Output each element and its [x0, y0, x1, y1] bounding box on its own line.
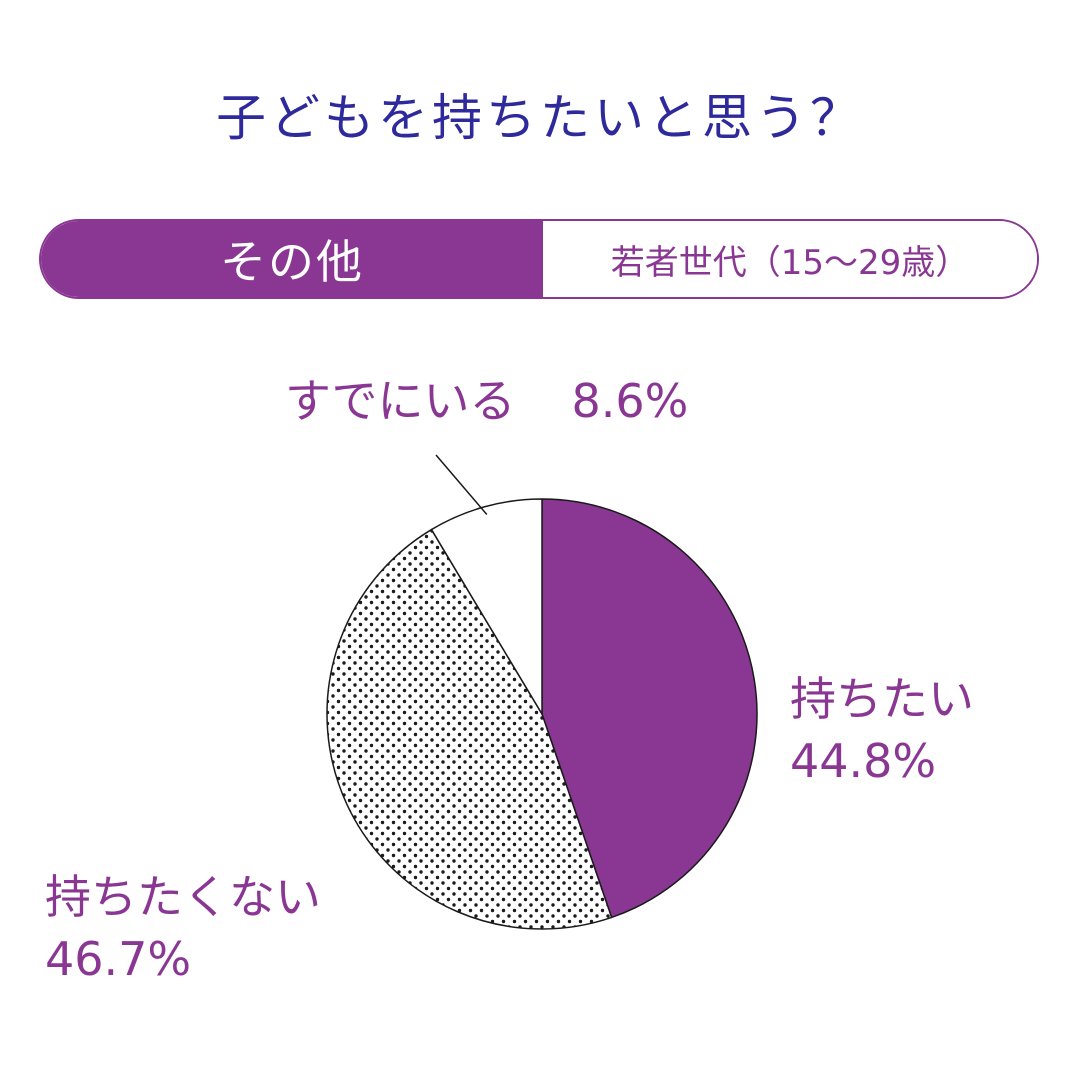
slice-label-want-value: 44.8%: [790, 734, 937, 789]
slice-label-already-have-value: 8.6%: [571, 374, 689, 428]
tab-youth[interactable]: 若者世代（15～29歳）: [543, 221, 1037, 297]
tab-bar: その他 若者世代（15～29歳）: [39, 219, 1039, 299]
slice-label-already-have: すでにいる 8.6%: [285, 370, 688, 432]
pie-slice-already-have: [430, 498, 543, 715]
pie-slice-dont-want: [326, 528, 613, 930]
pie-slices: [326, 498, 758, 930]
slice-label-dont-want-value: 46.7%: [45, 932, 192, 987]
leader-line-already-have: [435, 454, 488, 515]
slice-label-want-name: 持ちたい: [790, 672, 974, 726]
slice-label-dont-want: 持ちたくない 46.7%: [45, 866, 321, 990]
slice-label-dont-want-name: 持ちたくない: [45, 870, 321, 924]
slice-label-already-have-name: すでにいる: [285, 374, 516, 428]
pie-slice-want: [541, 498, 758, 919]
slice-label-want: 持ちたい 44.8%: [790, 668, 974, 792]
tab-other[interactable]: その他: [41, 221, 543, 297]
chart-title: 子どもを持ちたいと思う？: [216, 89, 864, 147]
